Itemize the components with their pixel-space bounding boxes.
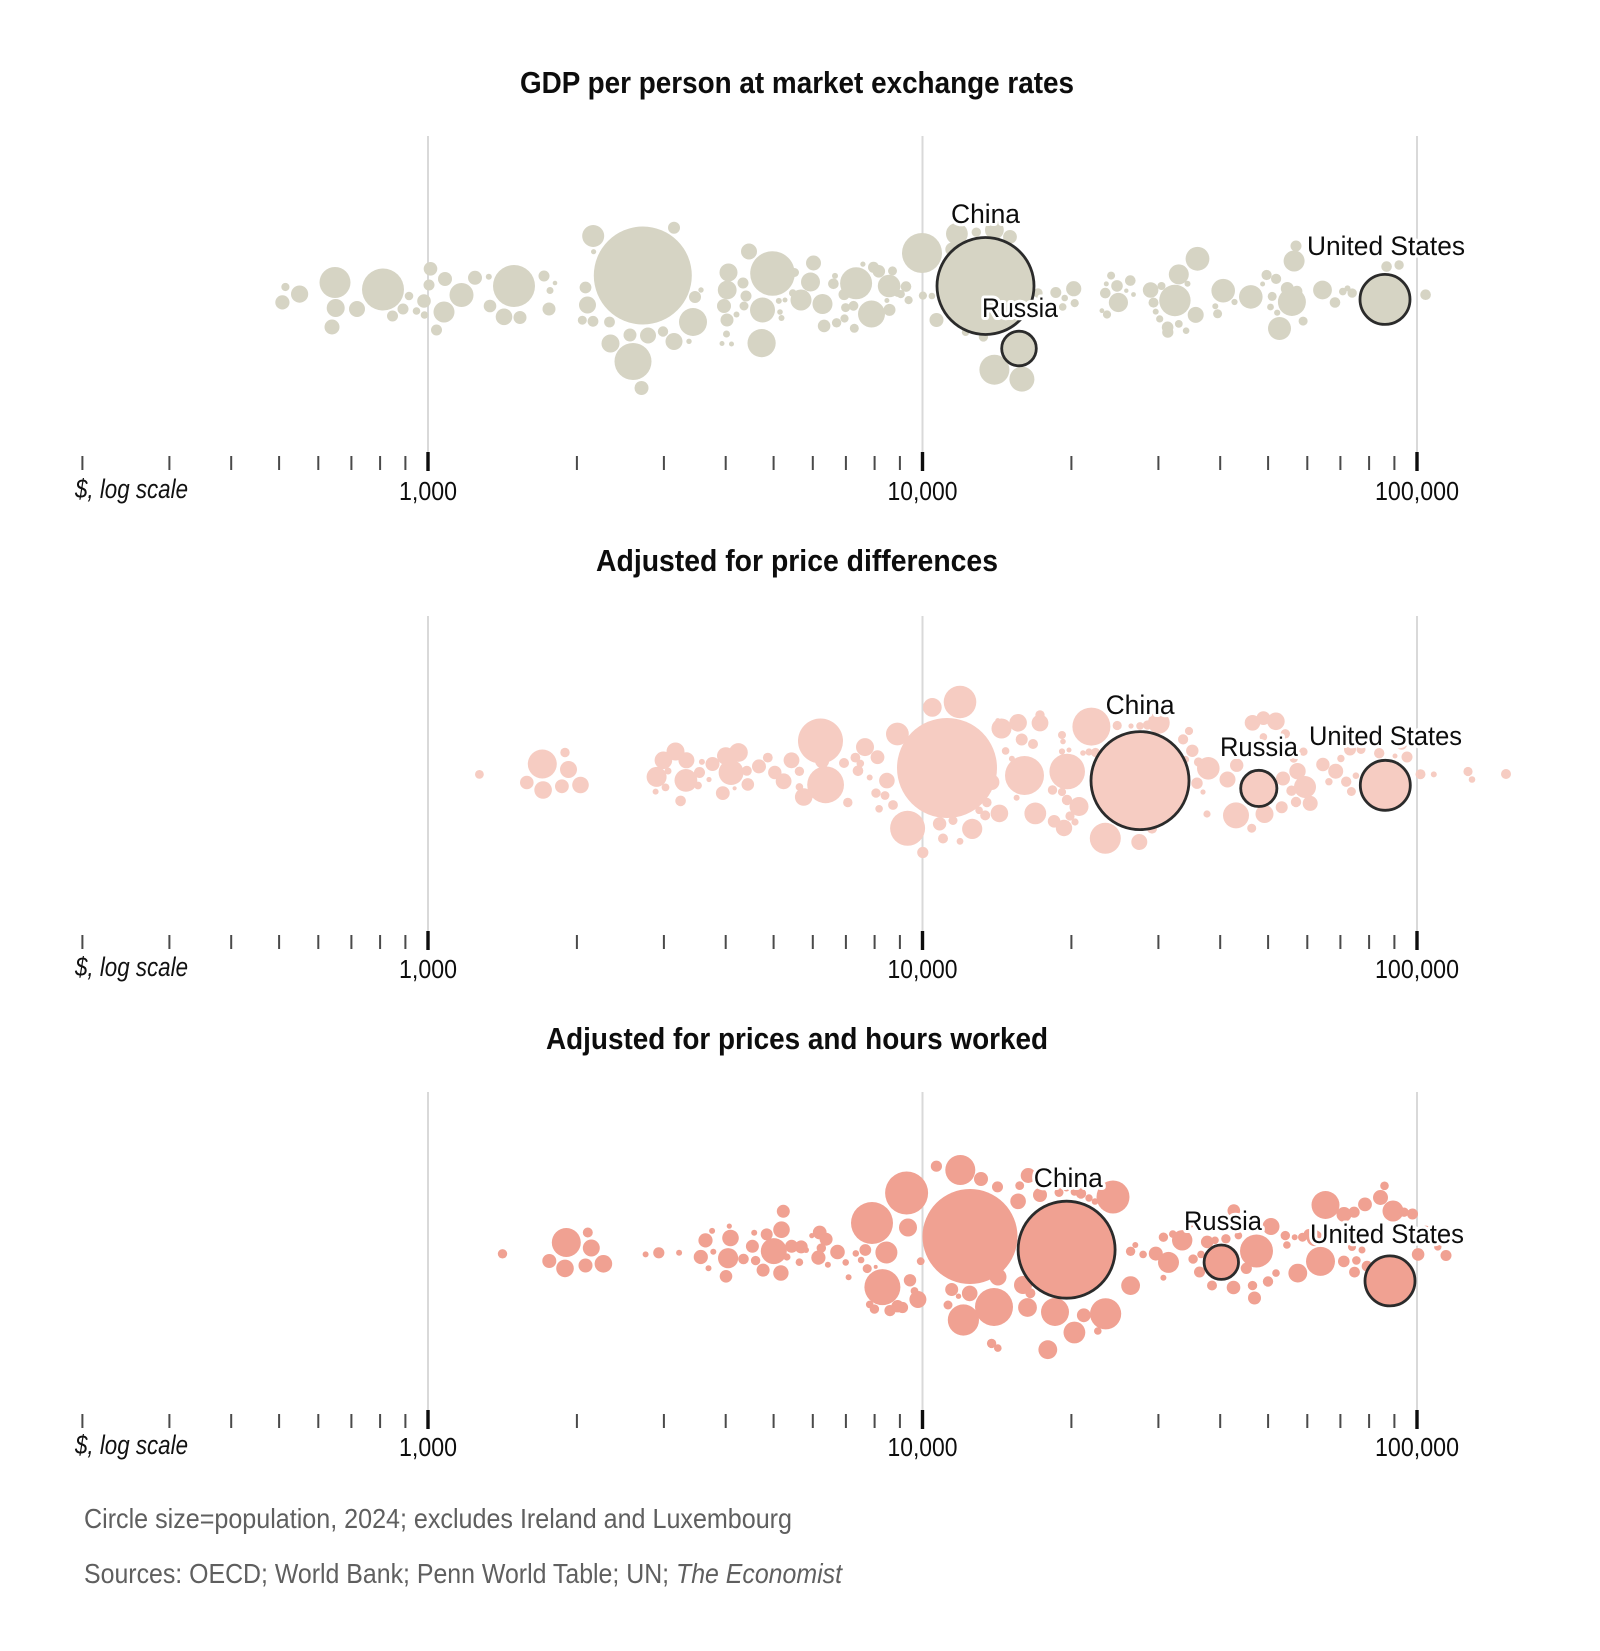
svg-text:100,000: 100,000 xyxy=(1375,476,1459,506)
svg-text:United States: United States xyxy=(1309,721,1462,751)
svg-text:China: China xyxy=(1034,1163,1104,1193)
svg-text:1,000: 1,000 xyxy=(399,954,457,984)
svg-text:Adjusted for prices and hours: Adjusted for prices and hours worked xyxy=(546,1021,1048,1056)
svg-text:United States: United States xyxy=(1310,1219,1464,1249)
svg-text:Russia: Russia xyxy=(1184,1206,1263,1236)
svg-text:Adjusted for price differences: Adjusted for price differences xyxy=(596,543,998,578)
svg-text:1,000: 1,000 xyxy=(399,476,457,506)
svg-text:Russia: Russia xyxy=(1220,732,1299,762)
svg-text:100,000: 100,000 xyxy=(1375,1432,1459,1462)
svg-text:Sources: OECD; World Bank; Pen: Sources: OECD; World Bank; Penn World Ta… xyxy=(84,1558,843,1589)
svg-text:10,000: 10,000 xyxy=(888,476,958,506)
svg-text:10,000: 10,000 xyxy=(888,954,958,984)
svg-text:Russia: Russia xyxy=(982,293,1059,323)
svg-text:Circle size=population, 2024;: Circle size=population, 2024; excludes I… xyxy=(84,1503,792,1534)
svg-text:United States: United States xyxy=(1307,231,1465,261)
svg-text:$, log scale: $, log scale xyxy=(74,1430,188,1460)
svg-text:$, log scale: $, log scale xyxy=(74,474,188,504)
svg-text:100,000: 100,000 xyxy=(1375,954,1459,984)
svg-text:China: China xyxy=(1106,690,1176,720)
svg-text:$, log scale: $, log scale xyxy=(74,952,188,982)
svg-text:1,000: 1,000 xyxy=(399,1432,457,1462)
svg-text:GDP per person at market excha: GDP per person at market exchange rates xyxy=(520,65,1074,100)
svg-text:China: China xyxy=(951,199,1021,229)
svg-text:10,000: 10,000 xyxy=(888,1432,958,1462)
